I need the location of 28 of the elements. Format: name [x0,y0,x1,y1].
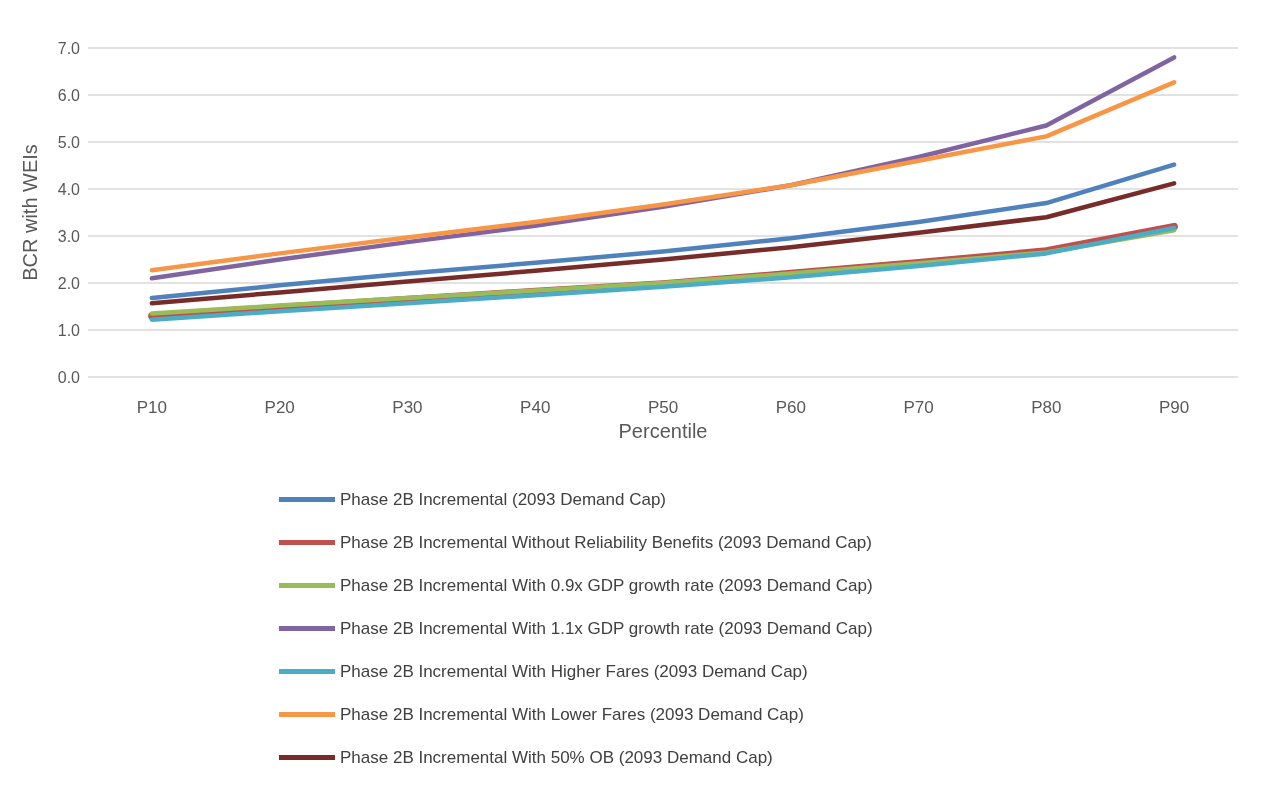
x-tick-label: P30 [392,398,423,417]
legend-label: Phase 2B Incremental (2093 Demand Cap) [340,490,667,509]
legend-label: Phase 2B Incremental With Lower Fares (2093 Demand Cap) [340,705,804,724]
x-tick-label: P10 [136,398,168,417]
y-tick-label: 2.0 [57,274,81,292]
y-axis-title: BCR with WEIs [19,144,41,281]
legend-label: Phase 2B Incremental Without Reliability Benefits (2093 Demand Cap) [340,533,872,552]
x-tick-label: P20 [264,398,295,417]
legend-label: Phase 2B Incremental With Higher Fares (2093 Demand Cap) [340,662,808,681]
y-tick-label: 7.0 [57,39,81,57]
legend-label: Phase 2B Incremental With 50% OB (2093 Demand Cap) [340,748,773,767]
x-tick-label: P80 [1031,398,1062,417]
line-series [149,181,1177,306]
x-axis-title: Percentile [618,420,708,442]
x-tick-label: P90 [1158,398,1190,417]
y-tick-label: 0.0 [57,368,81,386]
x-tick-label: P60 [775,398,806,417]
x-tick-label: P70 [903,398,934,417]
y-tick-label: 4.0 [57,180,81,198]
y-tick-label: 5.0 [57,133,81,151]
y-tick-label: 3.0 [57,227,81,245]
x-tick-label: P40 [520,398,551,417]
y-tick-label: 1.0 [57,321,81,339]
legend-label: Phase 2B Incremental With 1.1x GDP growth rate (2093 Demand Cap) [340,619,873,638]
y-tick-label: 6.0 [57,86,81,104]
x-tick-label: P50 [647,398,679,417]
legend-label: Phase 2B Incremental With 0.9x GDP growth rate (2093 Demand Cap) [340,576,873,595]
line-series [149,162,1177,301]
